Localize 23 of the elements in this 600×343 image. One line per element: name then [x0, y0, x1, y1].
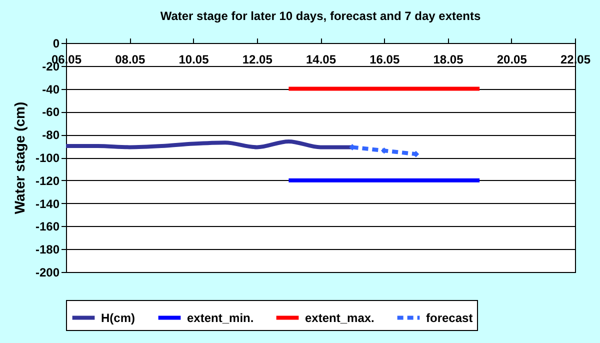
x-tick-label: 14.05 [306, 52, 336, 66]
legend-label: extent_min. [187, 310, 254, 325]
chart-title: Water stage for later 10 days, forecast and 7 day extents [160, 9, 481, 23]
legend-label: extent_max. [305, 310, 374, 325]
y-tick-label: -180 [35, 242, 60, 257]
y-tick-label: -140 [35, 196, 60, 211]
x-tick-label: 08.05 [115, 52, 146, 66]
x-tick-label: 10.05 [178, 52, 210, 66]
y-tick-label: -40 [42, 82, 60, 96]
y-tick-label: -160 [35, 220, 60, 234]
y-axis-title: Water stage (cm) [11, 102, 28, 214]
y-tick-label: 0 [52, 36, 60, 50]
y-tick-label: -120 [35, 174, 60, 188]
x-tick-label: 12.05 [242, 52, 273, 66]
legend-label: forecast [426, 310, 473, 325]
y-tick-label: -100 [35, 151, 60, 165]
y-tick-label: -80 [42, 128, 60, 142]
x-tick-label: 18.05 [433, 52, 464, 66]
legend-label: H(cm) [101, 310, 136, 325]
x-tick-label: 20.05 [496, 52, 528, 66]
x-tick-label: 16.05 [370, 52, 400, 66]
y-tick-label: -60 [42, 105, 60, 120]
y-tick-label: -200 [35, 266, 60, 280]
